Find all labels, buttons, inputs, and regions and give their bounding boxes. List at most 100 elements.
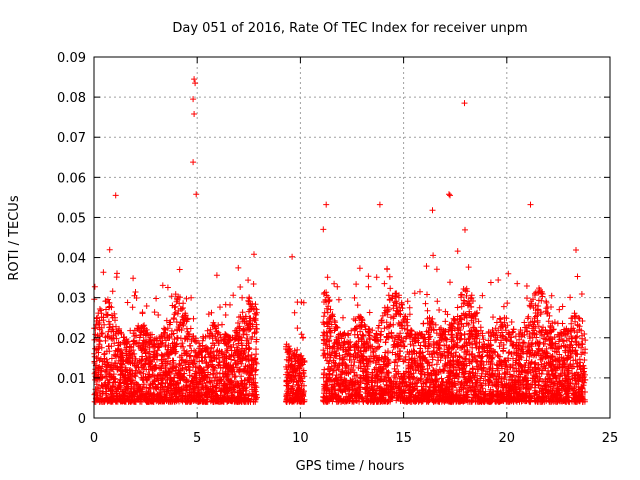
- data-point: [111, 392, 118, 399]
- data-point: [183, 352, 190, 359]
- data-point: [146, 340, 153, 347]
- data-point: [91, 283, 98, 290]
- data-point: [103, 373, 110, 380]
- data-point: [190, 385, 197, 392]
- data-point: [184, 315, 191, 322]
- data-point: [247, 306, 253, 313]
- data-point: [109, 288, 116, 295]
- data-point: [208, 309, 215, 316]
- data-point: [98, 324, 105, 331]
- data-point: [112, 378, 118, 385]
- data-point: [524, 295, 530, 302]
- data-point: [508, 319, 515, 325]
- data-point: [108, 328, 115, 335]
- data-point: [353, 281, 360, 288]
- data-point: [320, 313, 327, 320]
- data-point: [406, 304, 413, 311]
- data-point: [386, 273, 393, 280]
- data-point: [239, 355, 246, 362]
- data-point: [298, 331, 305, 338]
- data-point: [139, 309, 146, 316]
- data-point: [139, 356, 146, 363]
- data-point: [247, 372, 254, 379]
- data-point: [461, 331, 468, 338]
- data-point: [433, 361, 440, 368]
- data-point: [100, 269, 107, 276]
- data-point: [102, 382, 109, 389]
- data-point: [166, 380, 173, 387]
- data-point: [222, 336, 228, 343]
- data-point: [230, 292, 237, 299]
- data-point: [175, 307, 182, 314]
- data-point: [245, 358, 252, 364]
- data-point: [237, 350, 244, 357]
- data-point: [143, 355, 150, 362]
- data-point: [214, 337, 221, 344]
- data-point: [239, 294, 246, 301]
- data-point: [187, 325, 194, 332]
- data-point: [207, 359, 214, 366]
- data-point: [218, 387, 225, 394]
- data-point: [497, 316, 504, 323]
- data-point: [233, 344, 240, 351]
- data-point: [188, 398, 195, 405]
- data-point: [242, 381, 248, 388]
- data-point: [227, 301, 233, 308]
- data-point: [133, 295, 140, 301]
- data-point: [207, 326, 214, 333]
- data-point: [164, 351, 171, 358]
- data-point: [454, 248, 461, 255]
- data-point: [112, 398, 119, 405]
- data-point: [182, 364, 189, 371]
- data-point: [351, 294, 358, 301]
- data-point: [132, 355, 139, 362]
- data-point: [138, 329, 145, 336]
- data-point: [240, 385, 247, 392]
- data-point: [158, 351, 165, 358]
- data-point: [96, 306, 103, 312]
- data-point: [249, 323, 256, 330]
- data-point: [201, 345, 208, 352]
- data-point: [226, 396, 232, 403]
- data-point: [136, 357, 143, 364]
- data-point: [174, 379, 181, 386]
- data-point: [217, 304, 223, 311]
- data-point: [551, 319, 558, 326]
- data-point: [103, 348, 110, 355]
- data-point: [167, 319, 174, 326]
- data-point: [238, 360, 245, 367]
- data-point: [495, 277, 502, 283]
- data-point: [183, 376, 190, 383]
- data-point: [442, 318, 449, 325]
- data-point: [232, 332, 239, 339]
- data-point: [250, 306, 257, 312]
- data-point: [153, 295, 160, 302]
- data-point: [294, 325, 301, 332]
- data-point: [129, 394, 135, 401]
- data-point: [93, 381, 100, 388]
- data-point: [224, 385, 231, 392]
- data-point: [387, 285, 394, 292]
- data-point: [151, 348, 158, 355]
- data-point: [424, 291, 430, 298]
- data-point: [253, 346, 259, 353]
- data-point: [218, 376, 225, 383]
- data-point: [155, 312, 162, 318]
- data-point: [231, 388, 238, 395]
- data-point: [246, 317, 253, 324]
- data-point: [172, 343, 179, 350]
- data-point: [496, 315, 503, 322]
- data-point: [219, 321, 225, 328]
- data-point: [172, 291, 179, 298]
- data-point: [112, 317, 118, 324]
- data-point: [108, 343, 115, 350]
- data-point: [223, 360, 230, 367]
- data-point: [356, 265, 363, 272]
- data-point: [242, 391, 249, 398]
- data-point: [447, 279, 453, 286]
- data-point: [191, 374, 198, 381]
- data-point: [239, 309, 246, 316]
- data-point: [121, 334, 128, 341]
- data-point: [238, 340, 245, 347]
